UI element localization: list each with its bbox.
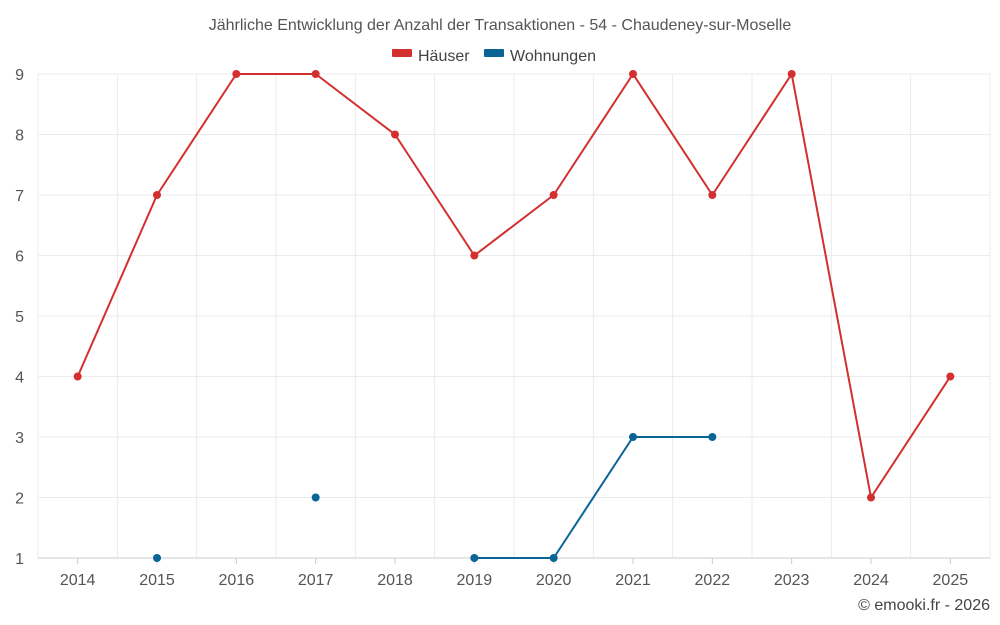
data-point-haeuser[interactable] [73, 372, 82, 381]
y-tick-label: 2 [15, 491, 24, 508]
x-tick-label: 2020 [536, 572, 572, 589]
data-point-haeuser[interactable] [629, 70, 637, 78]
x-tick-label: 2019 [457, 572, 493, 589]
chart-title: Jährliche Entwicklung der Anzahl der Tra… [209, 17, 792, 34]
data-point-wohnungen[interactable] [153, 554, 161, 562]
x-tick-label: 2022 [695, 572, 731, 589]
credit-text: © emooki.fr - 2026 [858, 597, 990, 614]
axes: 1 2 3 4 5 6 7 8 9 2014 2015 2016 2017 2018 2019 2020 202… [15, 67, 990, 589]
series-line-haeuser [76, 73, 952, 499]
y-tick-label: 3 [15, 430, 24, 447]
data-point-haeuser[interactable] [391, 130, 399, 139]
y-tick-label: 7 [15, 188, 24, 205]
legend-swatch-haeuser [392, 49, 412, 57]
series-line-wohnungen [474, 436, 713, 559]
data-point-haeuser[interactable] [946, 372, 955, 381]
data-point-haeuser[interactable] [549, 191, 558, 199]
x-tick-label: 2014 [60, 572, 96, 589]
data-point-haeuser[interactable] [787, 70, 796, 78]
legend-swatch-wohnungen [484, 49, 504, 57]
data-point-haeuser[interactable] [708, 191, 717, 199]
data-point-haeuser[interactable] [867, 493, 875, 502]
x-tick-label: 2021 [615, 572, 651, 589]
y-tick-label: 5 [15, 309, 24, 326]
x-tick-label: 2023 [774, 572, 810, 589]
y-tick-label: 8 [15, 128, 24, 145]
y-tick-label: 6 [15, 249, 24, 266]
x-tick-label: 2024 [853, 572, 889, 589]
x-tick-label: 2025 [933, 572, 969, 589]
data-point-wohnungen[interactable] [708, 433, 717, 441]
legend-label-wohnungen[interactable]: Wohnungen [510, 48, 596, 65]
data-point-haeuser[interactable] [311, 70, 320, 78]
x-tick-label: 2018 [377, 572, 413, 589]
x-tick-label: 2017 [298, 572, 334, 589]
y-tick-label: 1 [15, 551, 24, 568]
legend-label-haeuser[interactable]: Häuser [418, 48, 470, 65]
series-wohnungen [153, 433, 717, 562]
data-point-haeuser[interactable] [470, 251, 479, 260]
y-tick-label: 4 [15, 370, 24, 387]
x-tick-label: 2015 [139, 572, 175, 589]
data-point-haeuser[interactable] [232, 70, 241, 78]
data-point-wohnungen[interactable] [549, 554, 558, 562]
x-tick-label: 2016 [219, 572, 255, 589]
grid [37, 73, 991, 558]
y-tick-label: 9 [15, 67, 24, 84]
series [73, 70, 955, 562]
series-haeuser [73, 70, 955, 502]
legend: Häuser Wohnungen [392, 48, 596, 65]
data-point-wohnungen[interactable] [311, 493, 320, 502]
data-point-haeuser[interactable] [153, 191, 161, 199]
data-point-wohnungen[interactable] [470, 554, 479, 562]
data-point-wohnungen[interactable] [629, 433, 637, 441]
